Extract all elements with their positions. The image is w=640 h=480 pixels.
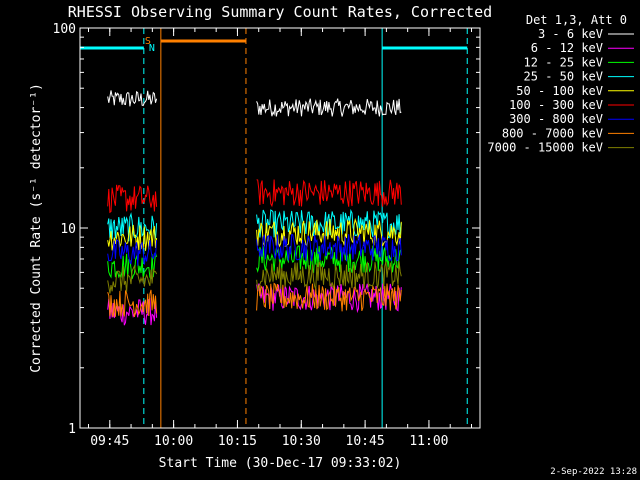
legend-label: 6 - 12 keV <box>531 41 603 55</box>
legend-label: 100 - 300 keV <box>509 98 603 112</box>
legend-label: 800 - 7000 keV <box>502 126 603 140</box>
series-line <box>107 90 158 107</box>
x-tick-label: 10:15 <box>218 434 257 449</box>
y-tick-label: 1 <box>68 422 76 437</box>
series-line <box>107 212 158 242</box>
saa-flag-label: S <box>145 36 151 47</box>
y-axis-label: Corrected Count Rate (s⁻¹ detector⁻¹) <box>29 83 44 373</box>
x-tick-label: 10:45 <box>346 434 385 449</box>
legend-label: 300 - 800 keV <box>509 112 603 126</box>
series-line <box>256 98 402 117</box>
legend-label: 50 - 100 keV <box>516 84 603 98</box>
series-line <box>107 224 158 251</box>
legend-label: 7000 - 15000 keV <box>487 141 603 155</box>
legend-label: 3 - 6 keV <box>538 27 603 41</box>
x-axis: 09:45 10:00 10:15 10:30 10:45 11:00 <box>88 28 472 449</box>
series-line <box>107 264 158 294</box>
x-tick-label: 10:30 <box>282 434 321 449</box>
y-tick-label: 10 <box>60 222 76 237</box>
series-line <box>107 239 158 266</box>
series-line <box>256 217 402 248</box>
series-line <box>256 282 402 312</box>
series-line <box>107 253 158 280</box>
x-tick-label: 10:00 <box>154 434 193 449</box>
series-line <box>256 179 402 208</box>
timestamp: 2-Sep-2022 13:28 <box>550 467 637 477</box>
legend-title: Det 1,3, Att 0 <box>526 13 627 27</box>
y-axis: 1 10 100 <box>53 22 480 437</box>
series-line <box>256 233 402 262</box>
series-line <box>107 289 158 318</box>
legend-label: 25 - 50 keV <box>524 70 603 84</box>
series-line <box>107 184 158 214</box>
y-tick-label: 100 <box>53 22 76 37</box>
x-tick-label: 11:00 <box>409 434 448 449</box>
night-flag-label: N <box>149 43 155 54</box>
legend-label: 12 - 25 keV <box>524 55 603 69</box>
chart-title: RHESSI Observing Summary Count Rates, Co… <box>68 3 492 21</box>
x-tick-label: 09:45 <box>90 434 129 449</box>
plot-area: SN <box>79 28 468 428</box>
series-line <box>256 261 402 290</box>
x-axis-label: Start Time (30-Dec-17 09:33:02) <box>159 456 402 471</box>
